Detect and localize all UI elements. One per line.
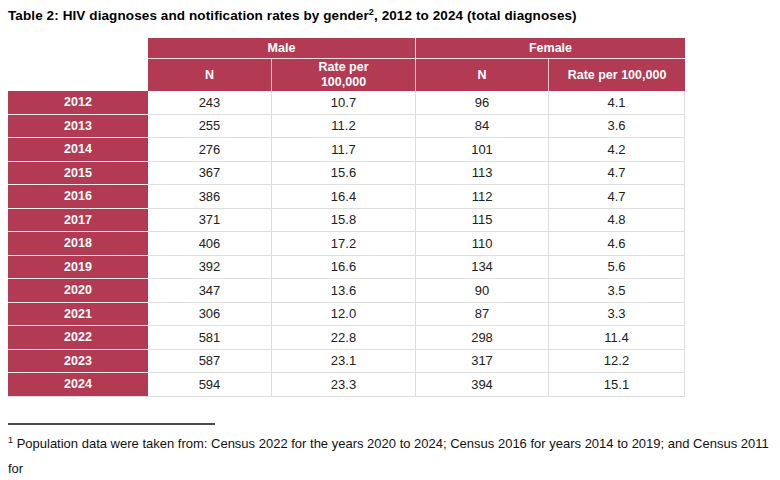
female-rate-cell: 12.2 <box>549 350 685 374</box>
year-cell: 2018 <box>8 232 148 256</box>
hiv-diagnoses-table: Male Female N Rate per 100,000 N Rate pe… <box>8 38 685 397</box>
year-cell: 2015 <box>8 162 148 186</box>
year-cell: 2013 <box>8 115 148 139</box>
male-rate-cell: 17.2 <box>272 232 416 256</box>
male-rate-cell: 10.7 <box>272 91 416 115</box>
year-cell: 2021 <box>8 303 148 327</box>
male-n-cell: 594 <box>148 373 272 397</box>
male-rate-cell: 13.6 <box>272 279 416 303</box>
footnote-separator <box>8 423 215 425</box>
male-rate-cell: 15.8 <box>272 209 416 233</box>
table-body: 201224310.7964.1201325511.2843.620142761… <box>8 91 685 397</box>
female-n-cell: 134 <box>416 256 549 280</box>
female-n-cell: 394 <box>416 373 549 397</box>
table-row: 201638616.41124.7 <box>8 185 685 209</box>
table-row: 202258122.829811.4 <box>8 326 685 350</box>
year-cell: 2024 <box>8 373 148 397</box>
male-rate-header: Rate per 100,000 <box>272 59 416 91</box>
male-rate-cell: 23.3 <box>272 373 416 397</box>
year-cell: 2019 <box>8 256 148 280</box>
year-cell: 2022 <box>8 326 148 350</box>
footnote-line1: Population data were taken from: Census … <box>8 436 769 476</box>
year-cell: 2017 <box>8 209 148 233</box>
year-cell: 2023 <box>8 350 148 374</box>
footnote: 1 Population data were taken from: Censu… <box>8 431 774 480</box>
male-n-cell: 392 <box>148 256 272 280</box>
female-rate-cell: 3.3 <box>549 303 685 327</box>
male-rate-cell: 11.7 <box>272 138 416 162</box>
female-n-cell: 112 <box>416 185 549 209</box>
female-n-cell: 317 <box>416 350 549 374</box>
female-group-header: Female <box>416 38 685 59</box>
year-column-spacer <box>8 59 148 91</box>
female-n-cell: 113 <box>416 162 549 186</box>
female-n-cell: 115 <box>416 209 549 233</box>
female-rate-cell: 4.7 <box>549 185 685 209</box>
male-n-cell: 371 <box>148 209 272 233</box>
table-row: 202358723.131712.2 <box>8 350 685 374</box>
female-rate-cell: 3.5 <box>549 279 685 303</box>
male-rate-cell: 23.1 <box>272 350 416 374</box>
female-rate-cell: 4.2 <box>549 138 685 162</box>
female-rate-cell: 4.1 <box>549 91 685 115</box>
male-n-cell: 406 <box>148 232 272 256</box>
table-title: Table 2: HIV diagnoses and notification … <box>8 8 577 23</box>
female-n-cell: 87 <box>416 303 549 327</box>
table-row: 202130612.0873.3 <box>8 303 685 327</box>
year-column-spacer <box>8 38 148 59</box>
female-n-cell: 90 <box>416 279 549 303</box>
male-n-cell: 255 <box>148 115 272 139</box>
male-n-cell: 367 <box>148 162 272 186</box>
table-row: 201427611.71014.2 <box>8 138 685 162</box>
male-n-cell: 276 <box>148 138 272 162</box>
male-n-header: N <box>148 59 272 91</box>
male-group-header: Male <box>148 38 416 59</box>
female-rate-cell: 4.6 <box>549 232 685 256</box>
year-cell: 2016 <box>8 185 148 209</box>
male-rate-cell: 11.2 <box>272 115 416 139</box>
title-text-suffix: , 2012 to 2024 (total diagnoses) <box>374 8 577 23</box>
female-rate-cell: 5.6 <box>549 256 685 280</box>
year-cell: 2014 <box>8 138 148 162</box>
female-n-cell: 298 <box>416 326 549 350</box>
female-n-cell: 96 <box>416 91 549 115</box>
title-text: Table 2: HIV diagnoses and notification … <box>8 8 369 23</box>
female-rate-cell: 4.8 <box>549 209 685 233</box>
female-rate-header: Rate per 100,000 <box>549 59 685 91</box>
female-rate-cell: 15.1 <box>549 373 685 397</box>
table-row: 202459423.339415.1 <box>8 373 685 397</box>
male-n-cell: 306 <box>148 303 272 327</box>
female-n-cell: 84 <box>416 115 549 139</box>
male-rate-cell: 12.0 <box>272 303 416 327</box>
table-row: 201536715.61134.7 <box>8 162 685 186</box>
male-n-cell: 347 <box>148 279 272 303</box>
male-rate-cell: 15.6 <box>272 162 416 186</box>
group-header-row: Male Female <box>8 38 685 59</box>
male-rate-cell: 22.8 <box>272 326 416 350</box>
male-rate-cell: 16.6 <box>272 256 416 280</box>
sub-header-row: N Rate per 100,000 N Rate per 100,000 <box>8 59 685 91</box>
female-n-cell: 110 <box>416 232 549 256</box>
male-n-cell: 386 <box>148 185 272 209</box>
male-rate-cell: 16.4 <box>272 185 416 209</box>
year-cell: 2012 <box>8 91 148 115</box>
female-rate-cell: 11.4 <box>549 326 685 350</box>
female-n-cell: 101 <box>416 138 549 162</box>
male-n-cell: 587 <box>148 350 272 374</box>
female-rate-cell: 4.7 <box>549 162 685 186</box>
table-row: 201939216.61345.6 <box>8 256 685 280</box>
table-row: 201325511.2843.6 <box>8 115 685 139</box>
male-n-cell: 581 <box>148 326 272 350</box>
female-n-header: N <box>416 59 549 91</box>
table-header: Male Female N Rate per 100,000 N Rate pe… <box>8 38 685 91</box>
female-rate-cell: 3.6 <box>549 115 685 139</box>
year-cell: 2020 <box>8 279 148 303</box>
male-n-cell: 243 <box>148 91 272 115</box>
table-row: 202034713.6903.5 <box>8 279 685 303</box>
table-row: 201224310.7964.1 <box>8 91 685 115</box>
document-page: Table 2: HIV diagnoses and notification … <box>0 0 780 480</box>
table-row: 201840617.21104.6 <box>8 232 685 256</box>
table-row: 201737115.81154.8 <box>8 209 685 233</box>
